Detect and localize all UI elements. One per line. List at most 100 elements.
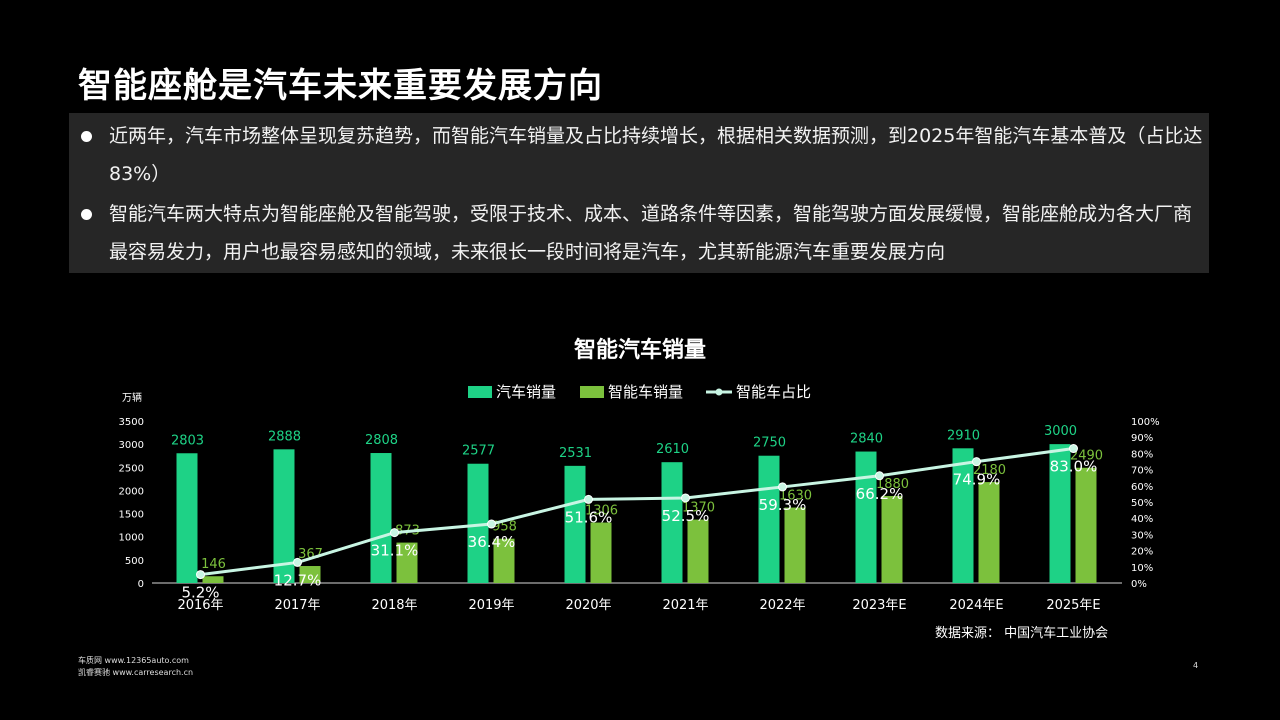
data-label-smart-sales: 367 (298, 547, 323, 562)
data-label-car-sales: 3000 (1044, 424, 1077, 439)
x-tick-label: 2022年 (759, 598, 805, 613)
legend-marker-share (715, 388, 723, 396)
share-point (778, 482, 787, 492)
bar-car-sales (1049, 444, 1071, 583)
data-label-share: 83.0% (1050, 458, 1098, 476)
data-label-car-sales: 2750 (753, 436, 786, 451)
y-tick-label: 0 (138, 579, 144, 590)
y-tick-label: 1000 (119, 533, 144, 544)
y2-tick-label: 30% (1131, 530, 1153, 541)
bar-car-sales (564, 465, 586, 583)
data-label-share: 51.6% (565, 508, 613, 526)
legend-swatch-car-sales (468, 386, 492, 398)
bullet-text: 智能汽车两大特点为智能座舱及智能驾驶，受限于技术、成本、道路条件等因素，智能驾驶… (109, 203, 1193, 263)
page-number: 4 (1193, 661, 1199, 670)
x-tick-label: 2023年E (852, 598, 906, 613)
data-label-share: 31.1% (371, 542, 419, 560)
share-line (200, 447, 1074, 577)
data-label-share: 36.4% (468, 533, 516, 551)
y2-tick-label: 50% (1131, 498, 1153, 509)
y-tick-label: 3000 (119, 440, 144, 451)
bullet-text: 近两年，汽车市场整体呈现复苏趋势，而智能汽车销量及占比持续增长，根据相关数据预测… (109, 125, 1203, 185)
x-tick-label: 2017年 (274, 598, 320, 613)
bar-smart-sales (590, 522, 612, 583)
data-label-car-sales: 2808 (365, 433, 398, 448)
share-point (875, 471, 884, 481)
bar-smart-sales (299, 566, 321, 583)
bullet-item: 近两年，汽车市场整体呈现复苏趋势，而智能汽车销量及占比持续增长，根据相关数据预测… (81, 117, 1204, 193)
y2-tick-label: 80% (1131, 449, 1153, 460)
footer-site-2: 凯睿赛驰 www.carresearch.cn (78, 668, 194, 677)
bar-car-sales (176, 453, 198, 583)
share-point (1069, 444, 1078, 454)
data-label-car-sales: 2803 (171, 433, 204, 448)
bar-car-sales (273, 449, 295, 583)
x-tick-label: 2020年 (565, 598, 611, 613)
share-point (681, 493, 690, 503)
share-point (293, 557, 302, 567)
chart-title: 智能汽车销量 (574, 337, 706, 363)
bullet-item: 智能汽车两大特点为智能座舱及智能驾驶，受限于技术、成本、道路条件等因素，智能驾驶… (81, 195, 1204, 271)
y-tick-label: 1500 (119, 510, 144, 521)
bar-smart-sales (493, 538, 515, 583)
bar-smart-sales (784, 507, 806, 583)
data-label-smart-sales: 1306 (585, 504, 618, 519)
share-point (972, 457, 981, 467)
bullet-dot-icon (81, 131, 92, 142)
data-label-share: 12.7% (274, 571, 322, 589)
bar-smart-sales (1075, 467, 1097, 583)
data-label-smart-sales: 1880 (876, 477, 909, 492)
bar-smart-sales (881, 495, 903, 583)
data-label-car-sales: 2531 (559, 446, 592, 461)
data-label-share: 52.5% (662, 507, 710, 525)
y2-tick-label: 90% (1131, 433, 1153, 444)
y2-tick-label: 100% (1131, 417, 1160, 428)
legend-label-car-sales: 汽车销量 (496, 383, 556, 401)
slide-title: 智能座舱是汽车未来重要发展方向 (78, 66, 603, 106)
x-tick-label: 2019年 (468, 598, 514, 613)
y-tick-label: 2500 (119, 463, 144, 474)
bullet-dot-icon (81, 209, 92, 220)
data-label-smart-sales: 1630 (779, 489, 812, 504)
data-label-smart-sales: 146 (201, 557, 226, 572)
y2-tick-label: 0% (1131, 579, 1147, 590)
data-label-smart-sales: 2180 (973, 463, 1006, 478)
bar-smart-sales (978, 482, 1000, 583)
footer-site-1: 车质网 www.12365auto.com (78, 656, 189, 665)
legend-swatch-smart-sales (580, 386, 604, 398)
share-point (487, 519, 496, 529)
y2-tick-label: 10% (1131, 563, 1153, 574)
y-tick-label: 500 (125, 556, 144, 567)
bullet-box: 近两年，汽车市场整体呈现复苏趋势，而智能汽车销量及占比持续增长，根据相关数据预测… (69, 113, 1209, 273)
bar-smart-sales (687, 519, 709, 583)
data-label-share: 59.3% (759, 496, 807, 514)
data-label-car-sales: 2577 (462, 444, 495, 459)
bar-car-sales (661, 462, 683, 583)
data-label-car-sales: 2610 (656, 442, 689, 457)
y2-tick-label: 20% (1131, 547, 1153, 558)
y-axis-unit: 万辆 (122, 391, 142, 404)
bar-smart-sales (202, 576, 224, 583)
legend-label-smart-sales: 智能车销量 (608, 383, 683, 401)
data-label-smart-sales: 2490 (1070, 449, 1103, 464)
x-tick-label: 2018年 (371, 598, 417, 613)
data-label-car-sales: 2888 (268, 429, 301, 444)
share-point (196, 570, 205, 580)
x-tick-label: 2024年E (949, 598, 1003, 613)
y2-tick-label: 70% (1131, 466, 1153, 477)
data-label-smart-sales: 1370 (682, 501, 715, 516)
x-tick-label: 2016年 (177, 598, 223, 613)
data-label-car-sales: 2840 (850, 432, 883, 447)
y2-tick-label: 60% (1131, 482, 1153, 493)
bar-car-sales (758, 455, 780, 583)
x-tick-label: 2025年E (1046, 598, 1100, 613)
data-label-car-sales: 2910 (947, 428, 980, 443)
source-note: 数据来源： 中国汽车工业协会 (935, 625, 1108, 641)
legend-label-share: 智能车占比 (736, 383, 811, 401)
y2-tick-label: 40% (1131, 514, 1153, 525)
x-tick-label: 2021年 (662, 598, 708, 613)
bar-car-sales (952, 448, 974, 583)
bar-car-sales (855, 451, 877, 583)
y-tick-label: 2000 (119, 486, 144, 497)
